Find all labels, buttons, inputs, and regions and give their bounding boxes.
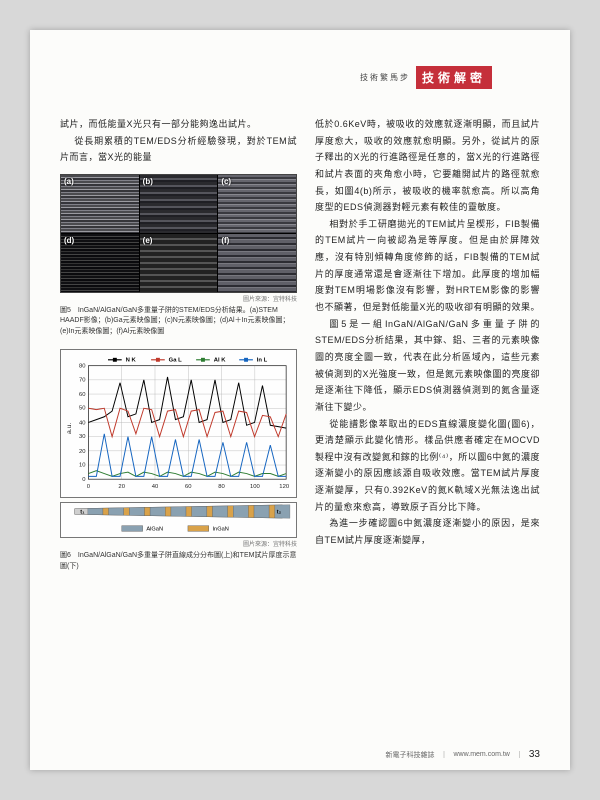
svg-text:40: 40 <box>152 484 159 490</box>
svg-text:20: 20 <box>118 484 125 490</box>
page: 技術繁馬步 技術解密 試片，而低能量X光只有一部分能夠逸出試片。 從長期累積的T… <box>30 30 570 770</box>
left-column: 試片，而低能量X光只有一部分能夠逸出試片。 從長期累積的TEM/EDS分析經驗發… <box>60 116 297 572</box>
right-p2: 相對於手工研磨拋光的TEM試片呈楔形，FIB製備的TEM試片一向被認為是等厚度。… <box>315 216 540 316</box>
svg-text:70: 70 <box>79 378 86 384</box>
right-p1: 低於0.6KeV時，被吸收的效應就逐漸明顯，而且試片厚度愈大，吸收的效應就愈明顯… <box>315 116 540 216</box>
header-title: 技術解密 <box>416 66 492 89</box>
fig6-credit: 圖片來源：宜特科技 <box>60 539 297 548</box>
fig6-caption: 圖6 InGaN/AlGaN/GaN多重量子阱直線成分分布圖(上)和TEM試片厚… <box>60 551 297 572</box>
svg-text:t₂: t₂ <box>277 510 282 516</box>
svg-text:20: 20 <box>79 449 86 455</box>
right-p5: 為進一步確認圖6中氮濃度逐漸變小的原因，是來自TEM試片厚度逐漸變厚， <box>315 515 540 548</box>
svg-text:100: 100 <box>250 484 261 490</box>
svg-text:t₁: t₁ <box>80 510 85 516</box>
line-chart-svg: 01020 304050 607080 02040 6080100 120 a.… <box>61 350 296 497</box>
sem-panel-f: (f) <box>218 234 296 292</box>
svg-text:In L: In L <box>257 358 268 364</box>
svg-text:30: 30 <box>79 435 86 441</box>
header-subtitle: 技術繁馬步 <box>360 72 410 83</box>
page-number: 33 <box>529 749 540 760</box>
svg-text:40: 40 <box>79 421 86 427</box>
fig5-credit: 圖片來源：宜特科技 <box>60 294 297 303</box>
sem-panel-d: (d) <box>61 234 139 292</box>
figure-6-line-chart: 01020 304050 607080 02040 6080100 120 a.… <box>60 349 297 498</box>
svg-text:a.u.: a.u. <box>66 423 73 435</box>
section-header: 技術繁馬步 技術解密 <box>360 66 570 88</box>
svg-text:50: 50 <box>79 406 86 412</box>
page-footer: 新電子科技雜誌 ｜ www.mem.com.tw ｜ 33 <box>385 749 540 760</box>
left-text-block: 試片，而低能量X光只有一部分能夠逸出試片。 從長期累積的TEM/EDS分析經驗發… <box>60 116 297 166</box>
svg-text:120: 120 <box>279 484 290 490</box>
right-p3: 圖5是一組InGaN/AlGaN/GaN多重量子阱的STEM/EDS分析結果，其… <box>315 316 540 416</box>
left-p2: 從長期累積的TEM/EDS分析經驗發現，對於TEM試片而言，當X光的能量 <box>60 133 297 166</box>
left-p1: 試片，而低能量X光只有一部分能夠逸出試片。 <box>60 116 297 133</box>
svg-text:N K: N K <box>126 358 137 364</box>
sem-panel-b: (b) <box>140 175 218 233</box>
sem-panel-a: (a) <box>61 175 139 233</box>
sem-panel-e: (e) <box>140 234 218 292</box>
figure-5-micrograph-grid: (a) (b) (c) (d) (e) (f) <box>60 174 297 293</box>
fig5-caption: 圖5 InGaN/AlGaN/GaN多重量子阱的STEM/EDS分析結果。(a)… <box>60 306 297 338</box>
sem-grid: (a) (b) (c) (d) (e) (f) <box>61 175 296 292</box>
figure-6-thickness-strip: t₁ t₂ AlGaN InGaN <box>60 502 297 538</box>
svg-text:60: 60 <box>185 484 192 490</box>
svg-text:80: 80 <box>79 364 86 370</box>
svg-text:InGaN: InGaN <box>212 527 228 533</box>
right-column: 低於0.6KeV時，被吸收的效應就逐漸明顯，而且試片厚度愈大，吸收的效應就愈明顯… <box>315 116 540 572</box>
svg-text:Ga L: Ga L <box>169 358 182 364</box>
svg-text:Al K: Al K <box>214 358 226 364</box>
svg-text:10: 10 <box>79 463 86 469</box>
right-p4: 從能譜影像萃取出的EDS直線濃度變化圖(圖6)，更清楚顯示此變化情形。樣品供應者… <box>315 416 540 516</box>
svg-text:80: 80 <box>218 484 225 490</box>
footer-magazine: 新電子科技雜誌 <box>385 750 434 760</box>
sem-panel-c: (c) <box>218 175 296 233</box>
content-columns: 試片，而低能量X光只有一部分能夠逸出試片。 從長期累積的TEM/EDS分析經驗發… <box>60 116 540 572</box>
footer-url: www.mem.com.tw <box>453 751 509 758</box>
svg-text:60: 60 <box>79 392 86 398</box>
svg-text:AlGaN: AlGaN <box>146 527 163 533</box>
